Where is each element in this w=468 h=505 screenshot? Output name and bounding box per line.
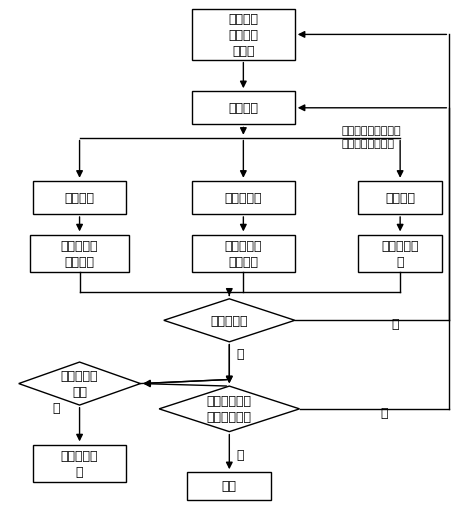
Text: 瑞利散射: 瑞利散射 xyxy=(385,191,415,205)
Text: 模拟光子数目
满足预设值？: 模拟光子数目 满足预设值？ xyxy=(207,394,252,424)
Text: 存储种子数
值: 存储种子数 值 xyxy=(61,449,98,478)
FancyBboxPatch shape xyxy=(358,181,442,215)
FancyBboxPatch shape xyxy=(33,445,126,483)
Text: 结束: 结束 xyxy=(222,479,237,492)
Polygon shape xyxy=(164,299,295,342)
Text: 光子能量被
组织吸收: 光子能量被 组织吸收 xyxy=(61,239,98,269)
Text: 康普顿散射: 康普顿散射 xyxy=(225,191,262,205)
Text: 产生种子
数值，光
子发射: 产生种子 数值，光 子发射 xyxy=(228,13,258,58)
Text: 否: 否 xyxy=(380,407,388,420)
FancyBboxPatch shape xyxy=(33,181,126,215)
FancyBboxPatch shape xyxy=(192,10,295,61)
Text: 是: 是 xyxy=(236,448,244,461)
Text: 离开边界？: 离开边界？ xyxy=(211,314,248,327)
Text: 否: 否 xyxy=(392,318,399,331)
Text: 是: 是 xyxy=(236,347,244,360)
Text: 光电效应: 光电效应 xyxy=(65,191,95,205)
Polygon shape xyxy=(159,386,300,432)
Text: 光子能量与
方向改变: 光子能量与 方向改变 xyxy=(225,239,262,269)
Text: 是: 是 xyxy=(52,401,60,415)
FancyBboxPatch shape xyxy=(30,235,129,273)
FancyBboxPatch shape xyxy=(187,472,271,500)
FancyBboxPatch shape xyxy=(358,235,442,273)
FancyBboxPatch shape xyxy=(192,181,295,215)
Text: 光子方向改
变: 光子方向改 变 xyxy=(381,239,419,269)
Text: 光子迁移: 光子迁移 xyxy=(228,102,258,115)
FancyBboxPatch shape xyxy=(192,235,295,273)
Text: 经过肿瘤区
域？: 经过肿瘤区 域？ xyxy=(61,369,98,398)
Polygon shape xyxy=(19,363,140,405)
Text: 依概率选择下列三个
物理过程中的一个: 依概率选择下列三个 物理过程中的一个 xyxy=(342,126,401,148)
FancyBboxPatch shape xyxy=(192,92,295,125)
